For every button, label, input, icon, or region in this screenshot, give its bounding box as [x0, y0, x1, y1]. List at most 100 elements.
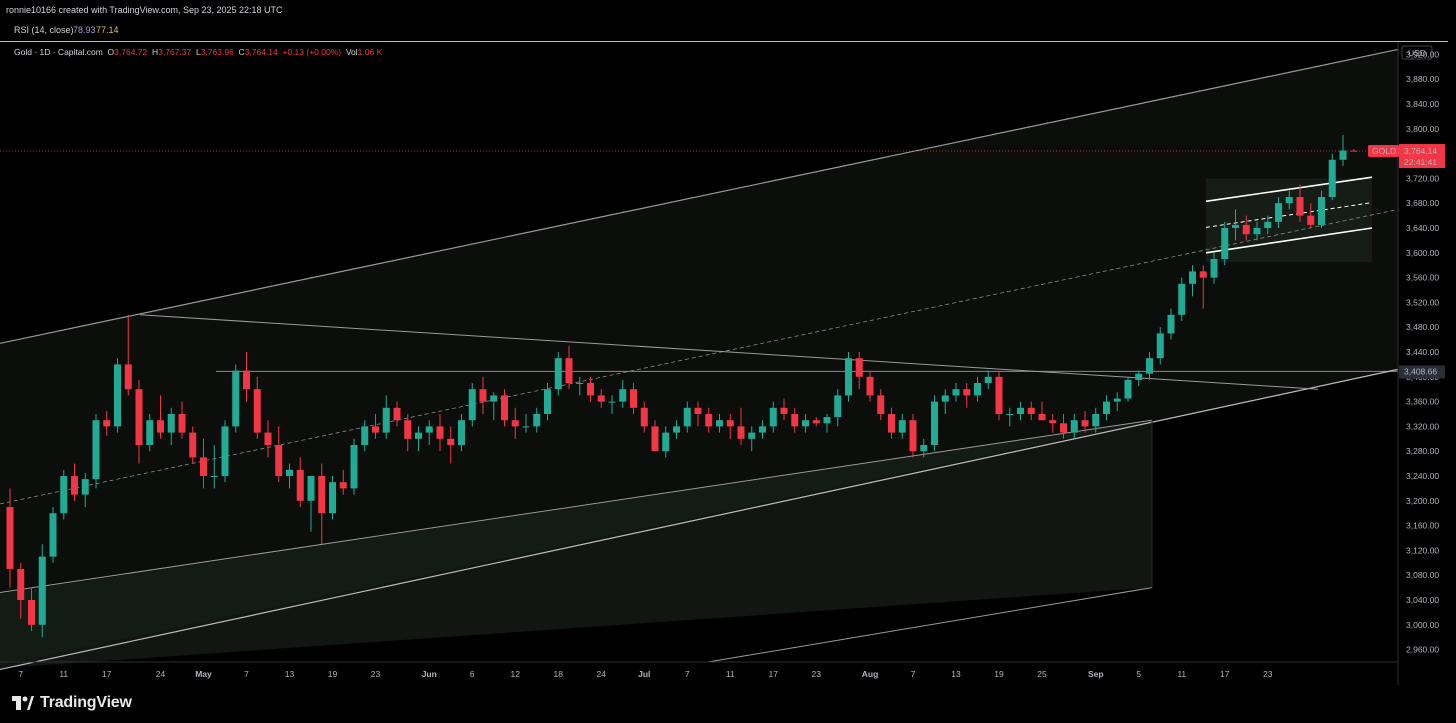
candle-body[interactable]: [71, 476, 78, 495]
candle-body[interactable]: [694, 407, 702, 414]
candle-body[interactable]: [608, 401, 616, 403]
candle-body[interactable]: [501, 395, 508, 421]
candle-body[interactable]: [307, 476, 315, 501]
candle-body[interactable]: [1167, 314, 1175, 334]
candle-body[interactable]: [124, 364, 132, 390]
candle-body[interactable]: [114, 364, 121, 427]
candle-body[interactable]: [1285, 197, 1293, 204]
candle-body[interactable]: [909, 420, 917, 452]
candle-body[interactable]: [823, 417, 831, 424]
price-chart[interactable]: USD 2,960.00 3,000.00 3,040.00 3,080.00 3,120…: [0, 42, 1456, 685]
candle-body[interactable]: [425, 426, 433, 433]
candle-body[interactable]: [855, 358, 863, 377]
candle-body[interactable]: [984, 376, 992, 383]
candle-body[interactable]: [576, 383, 584, 384]
candle-body[interactable]: [888, 414, 895, 433]
candle-body[interactable]: [1296, 197, 1304, 216]
last-price-box[interactable]: [1399, 144, 1445, 169]
candle-body[interactable]: [232, 370, 240, 427]
channel-median-line[interactable]: [0, 209, 1399, 505]
candle-body[interactable]: [479, 389, 487, 402]
candle-body[interactable]: [1070, 420, 1078, 433]
candle-body[interactable]: [38, 556, 46, 625]
candle-body[interactable]: [103, 420, 111, 427]
candle-body[interactable]: [329, 482, 336, 514]
candle-body[interactable]: [318, 476, 326, 514]
candle-body[interactable]: [673, 426, 680, 433]
candle-body[interactable]: [1339, 150, 1347, 160]
candle-body[interactable]: [1199, 271, 1207, 278]
rsi-legend[interactable]: RSI (14, close) 78.93 77.14: [0, 20, 1456, 41]
candle-body[interactable]: [1178, 283, 1186, 315]
candle-body[interactable]: [135, 389, 143, 445]
candle-body[interactable]: [1038, 414, 1046, 421]
candle-body[interactable]: [286, 469, 293, 476]
candle-body[interactable]: [716, 420, 723, 427]
candle-body[interactable]: [264, 432, 272, 445]
candle-body[interactable]: [952, 389, 960, 396]
tradingview-logo[interactable]: TradingView: [12, 694, 132, 712]
candle-body[interactable]: [726, 420, 734, 427]
candle-body[interactable]: [931, 401, 938, 445]
candle-body[interactable]: [1156, 333, 1164, 359]
candle-body[interactable]: [802, 420, 809, 427]
candle-body[interactable]: [6, 507, 14, 569]
candle-body[interactable]: [1242, 224, 1250, 235]
candle-body[interactable]: [866, 376, 874, 396]
candle-body[interactable]: [1027, 407, 1035, 414]
currency-label[interactable]: USD: [1408, 48, 1426, 58]
candle-body[interactable]: [544, 389, 551, 414]
candle-body[interactable]: [296, 469, 304, 501]
candle-body[interactable]: [630, 389, 637, 408]
candle-body[interactable]: [1017, 407, 1024, 414]
pane-separator[interactable]: [0, 41, 1448, 42]
candle-body[interactable]: [791, 414, 799, 427]
candle-body[interactable]: [995, 376, 1003, 414]
candle-body[interactable]: [619, 389, 627, 402]
candle-body[interactable]: [834, 395, 842, 418]
candle-body[interactable]: [974, 383, 981, 396]
candle-body[interactable]: [920, 445, 928, 452]
candle-body[interactable]: [146, 420, 154, 445]
candle-body[interactable]: [511, 420, 519, 427]
descending-trend-line[interactable]: [139, 314, 1319, 390]
candle-body[interactable]: [393, 407, 401, 421]
candle-body[interactable]: [877, 395, 885, 414]
candle-body[interactable]: [845, 358, 852, 396]
level-label-box[interactable]: [1399, 365, 1445, 379]
candle-body[interactable]: [1264, 221, 1272, 228]
symbol-legend[interactable]: Gold · 1D · Capital.com O3,764.72 H3,767…: [14, 45, 382, 59]
candle-body[interactable]: [662, 432, 670, 452]
candle-body[interactable]: [1006, 414, 1014, 415]
candle-body[interactable]: [415, 432, 422, 439]
candle-body[interactable]: [640, 407, 648, 427]
candle-body[interactable]: [60, 476, 68, 514]
candle-body[interactable]: [404, 420, 412, 439]
lower-parallel-line[interactable]: [707, 587, 1153, 663]
candle-body[interactable]: [1221, 228, 1229, 259]
candle-body[interactable]: [898, 420, 906, 433]
candle-body[interactable]: [1113, 398, 1121, 402]
flag-upper-line[interactable]: [1205, 176, 1373, 203]
candle-body[interactable]: [275, 445, 283, 476]
candle-body[interactable]: [941, 395, 949, 402]
candle-body[interactable]: [769, 407, 777, 427]
candle-body[interactable]: [436, 426, 444, 439]
candle-body[interactable]: [1210, 259, 1218, 278]
candle-body[interactable]: [221, 426, 229, 476]
candle-body[interactable]: [737, 426, 745, 439]
currency-button[interactable]: [1401, 45, 1433, 60]
candle-body[interactable]: [361, 426, 369, 445]
candle-body[interactable]: [554, 358, 562, 390]
candle-body[interactable]: [490, 395, 498, 402]
candle-body[interactable]: [372, 426, 379, 433]
candle-body[interactable]: [1081, 420, 1089, 427]
candle-body[interactable]: [49, 513, 57, 557]
candle-body[interactable]: [81, 479, 89, 495]
candle-body[interactable]: [1146, 358, 1153, 374]
candle-body[interactable]: [1253, 228, 1261, 235]
wedge-upper-line[interactable]: [0, 419, 1153, 594]
candle-body[interactable]: [382, 407, 390, 433]
candle-body[interactable]: [683, 407, 691, 427]
candle-body[interactable]: [350, 445, 358, 489]
